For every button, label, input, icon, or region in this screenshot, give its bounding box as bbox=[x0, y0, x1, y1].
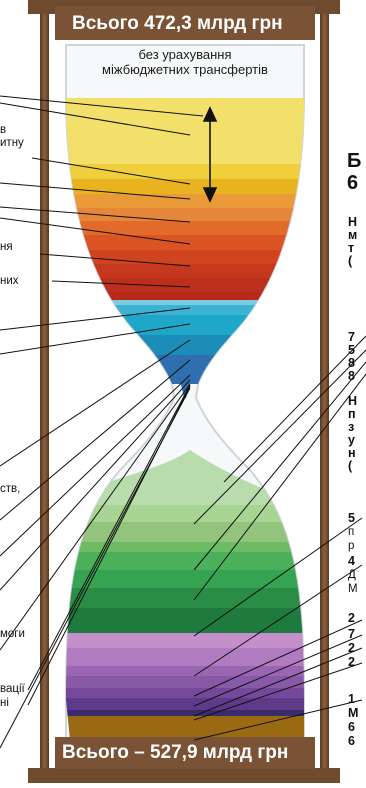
left-fragment: итну bbox=[0, 137, 24, 149]
bottom-bulb-fill bbox=[66, 450, 304, 760]
right-fragment-regular: п bbox=[348, 526, 355, 538]
left-fragment: моги bbox=[0, 628, 25, 640]
left-fragment: в bbox=[0, 124, 7, 136]
right-fragment: 5 bbox=[348, 343, 355, 357]
right-fragment-regular: р bbox=[348, 540, 355, 552]
right-fragment: Н bbox=[348, 215, 358, 229]
right-fragment: 1 bbox=[348, 692, 355, 706]
right-fragment-big: 6 bbox=[347, 172, 359, 194]
right-fragment: 6 bbox=[348, 720, 355, 734]
right-fragment: ( bbox=[348, 254, 353, 268]
right-fragment: м bbox=[348, 228, 358, 242]
right-fragment: 7 bbox=[348, 627, 355, 641]
right-fragment-regular: Д bbox=[348, 569, 356, 581]
right-fragment: 2 bbox=[348, 611, 355, 625]
right-fragment-regular: М bbox=[348, 583, 358, 595]
right-fragment: М bbox=[348, 706, 359, 720]
left-fragment: них bbox=[0, 275, 19, 287]
double-arrow-icon bbox=[202, 106, 218, 203]
right-fragment: з bbox=[348, 420, 355, 434]
top-subtitle-line2: міжбюджетних трансфертів bbox=[102, 62, 268, 77]
right-fragment: п bbox=[348, 407, 356, 421]
left-fragment: ня bbox=[0, 241, 13, 253]
left-fragment: ні bbox=[0, 697, 9, 709]
right-fragment: 8 bbox=[348, 356, 355, 370]
right-fragment: 2 bbox=[348, 641, 355, 655]
top-bulb-fill bbox=[66, 98, 304, 384]
right-fragment: Н bbox=[348, 394, 358, 408]
right-fragment: н bbox=[348, 446, 356, 460]
left-leader-lines bbox=[0, 95, 204, 749]
left-fragment: вації bbox=[0, 683, 25, 695]
right-fragment: т bbox=[348, 241, 355, 255]
right-fragment: 7 bbox=[348, 330, 355, 344]
right-fragment-big: Б bbox=[347, 150, 362, 172]
left-fragment: ств, bbox=[0, 483, 21, 495]
right-fragment: 4 bbox=[348, 554, 355, 568]
top-subtitle-line1: без урахування bbox=[138, 47, 232, 62]
right-fragment: 2 bbox=[348, 655, 355, 669]
neck-stream bbox=[180, 380, 190, 398]
right-fragment: 5 bbox=[348, 511, 355, 525]
right-fragment: 8 bbox=[348, 369, 355, 383]
top-total-label: Всього 472,3 млрд грн bbox=[72, 13, 283, 34]
right-leader-lines bbox=[193, 335, 366, 741]
right-fragment: у bbox=[348, 433, 355, 447]
bottom-total-label: Всього – 527,9 млрд грн bbox=[62, 742, 289, 763]
bottom-banner-bg bbox=[55, 737, 315, 769]
left-post bbox=[40, 0, 49, 783]
top-banner-bg bbox=[55, 6, 315, 40]
right-fragment: ( bbox=[348, 459, 353, 473]
bottom-bar bbox=[28, 768, 340, 783]
right-fragment: 6 bbox=[348, 734, 355, 748]
